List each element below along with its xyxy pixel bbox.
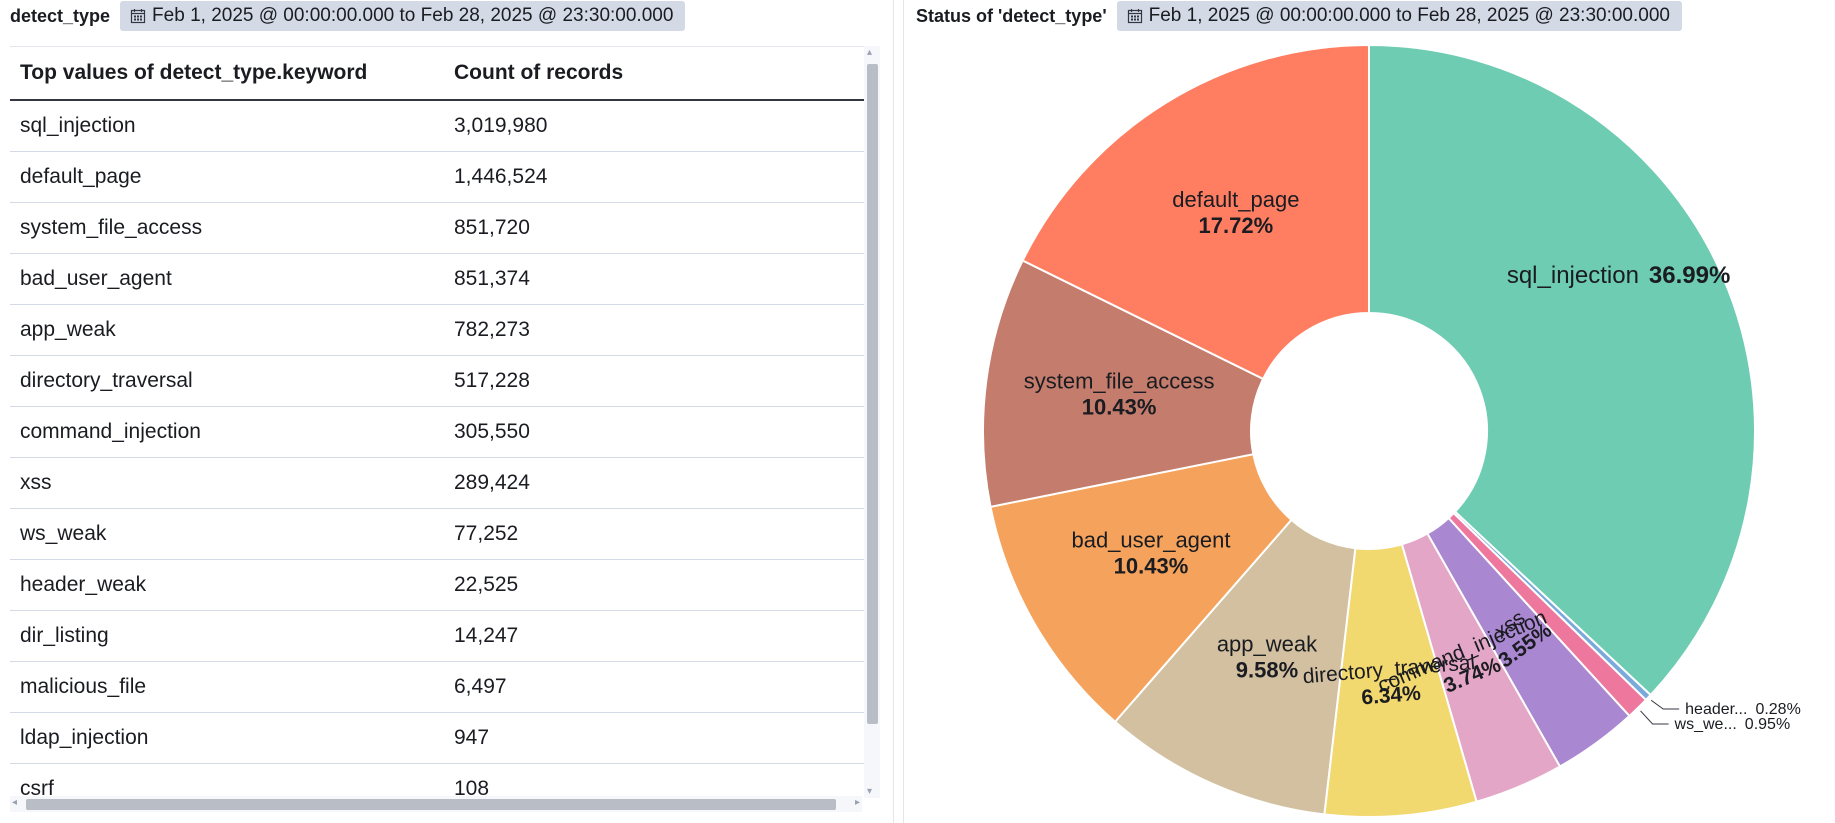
slice-label-ws-weak: ws_we... 0.95% [1674,716,1791,733]
table-row[interactable]: xss 289,424 [10,457,866,509]
table-body: sql_injection 3,019,980 default_page 1,446,… [10,100,866,798]
cell-count: 947 [444,712,866,764]
cell-detect-type: xss [10,457,444,509]
chart-panel: Status of 'detect_type' Feb 1, 2025 @ 00… [906,0,1835,823]
table-header-row: Top values of detect_type.keyword Count … [10,46,866,101]
chart-time-range-text: Feb 1, 2025 @ 00:00:00.000 to Feb 28, 20… [1148,5,1670,26]
cell-detect-type: directory_traversal [10,355,444,407]
slice-label-sql-injection: sql_injection 36.99% [1507,262,1731,289]
slice-default-page[interactable] [1021,43,1370,381]
table-row[interactable]: system_file_access 851,720 [10,202,866,254]
slice-label-bad-user-agent: bad_user_agent 10.43% [1071,527,1230,578]
cell-count: 6,497 [444,661,866,713]
column-header-count[interactable]: Count of records [444,46,866,101]
donut-chart: sql_injection 36.99% header... 0.28%ws_we..… [982,43,1801,818]
panel-divider-2 [903,0,904,823]
cell-count: 108 [444,763,866,798]
table-panel: detect_type Feb 1, 2025 @ 00:00:00.000 t… [0,0,892,823]
scroll-right-arrow-icon[interactable]: ▸ [854,797,860,808]
calendar-icon [1127,9,1142,24]
scroll-down-arrow-icon[interactable]: ▾ [867,786,873,797]
table-row[interactable]: csrf 108 [10,763,866,798]
slice-label-header-weak: header... 0.28% [1685,701,1801,718]
slice-system-file-access[interactable] [982,259,1265,509]
cell-detect-type: header_weak [10,559,444,611]
column-header-top-values[interactable]: Top values of detect_type.keyword [10,46,444,101]
table-time-range-text: Feb 1, 2025 @ 00:00:00.000 to Feb 28, 20… [152,5,674,26]
vertical-scrollbar[interactable]: ▴ ▾ [864,46,880,798]
cell-detect-type: default_page [10,151,444,203]
table-row[interactable]: default_page 1,446,524 [10,151,866,203]
cell-detect-type: system_file_access [10,202,444,254]
scroll-up-arrow-icon[interactable]: ▴ [867,47,873,58]
table-row[interactable]: app_weak 782,273 [10,304,866,356]
vertical-scroll-thumb[interactable] [867,64,878,724]
table-time-range-badge[interactable]: Feb 1, 2025 @ 00:00:00.000 to Feb 28, 20… [120,1,686,31]
cell-count: 14,247 [444,610,866,662]
table-row[interactable]: malicious_file 6,497 [10,661,866,713]
cell-detect-type: ldap_injection [10,712,444,764]
slice-sql-injection[interactable] [1368,43,1756,697]
horizontal-scroll-thumb[interactable] [26,799,836,810]
table-row[interactable]: header_weak 22,525 [10,559,866,611]
cell-detect-type: csrf [10,763,444,798]
chart-panel-title: Status of 'detect_type' [916,5,1107,26]
cell-count: 782,273 [444,304,866,356]
cell-detect-type: bad_user_agent [10,253,444,305]
cell-detect-type: ws_weak [10,508,444,560]
cell-count: 3,019,980 [444,100,866,152]
cell-count: 851,720 [444,202,866,254]
leader-line-ws-weak [1640,710,1669,725]
table-row[interactable]: dir_listing 14,247 [10,610,866,662]
chart-time-range-badge[interactable]: Feb 1, 2025 @ 00:00:00.000 to Feb 28, 20… [1116,1,1682,31]
table-row[interactable]: directory_traversal 517,228 [10,355,866,407]
table-row[interactable]: ldap_injection 947 [10,712,866,764]
slice-app-weak[interactable] [1113,518,1357,816]
cell-detect-type: app_weak [10,304,444,356]
cell-detect-type: command_injection [10,406,444,458]
table-panel-title: detect_type [10,5,111,26]
table-row[interactable]: command_injection 305,550 [10,406,866,458]
leader-line-header-weak [1650,699,1680,710]
cell-count: 1,446,524 [444,151,866,203]
cell-count: 305,550 [444,406,866,458]
cell-detect-type: dir_listing [10,610,444,662]
table-panel-header: detect_type Feb 1, 2025 @ 00:00:00.000 t… [10,0,686,32]
calendar-icon [130,9,146,24]
cell-detect-type: malicious_file [10,661,444,713]
chart-panel-header: Status of 'detect_type' Feb 1, 2025 @ 00… [916,0,1682,32]
horizontal-scrollbar[interactable]: ◂ ▸ [10,796,862,812]
scroll-left-arrow-icon[interactable]: ◂ [12,797,18,808]
slice-label-system-file-access: system_file_access 10.43% [1024,368,1215,419]
slice-label-default-page: default_page 17.72% [1172,187,1299,238]
slice-bad-user-agent[interactable] [989,453,1293,724]
cell-detect-type: sql_injection [10,100,444,152]
slice-label-app-weak: app_weak 9.58% [1217,631,1318,682]
table-row[interactable]: bad_user_agent 851,374 [10,253,866,305]
table-row[interactable]: ws_weak 77,252 [10,508,866,560]
cell-count: 517,228 [444,355,866,407]
table-row[interactable]: sql_injection 3,019,980 [10,100,866,152]
cell-count: 289,424 [444,457,866,509]
data-table: Top values of detect_type.keyword Count … [10,46,866,798]
cell-count: 851,374 [444,253,866,305]
cell-count: 77,252 [444,508,866,560]
cell-count: 22,525 [444,559,866,611]
panel-divider [893,0,894,823]
